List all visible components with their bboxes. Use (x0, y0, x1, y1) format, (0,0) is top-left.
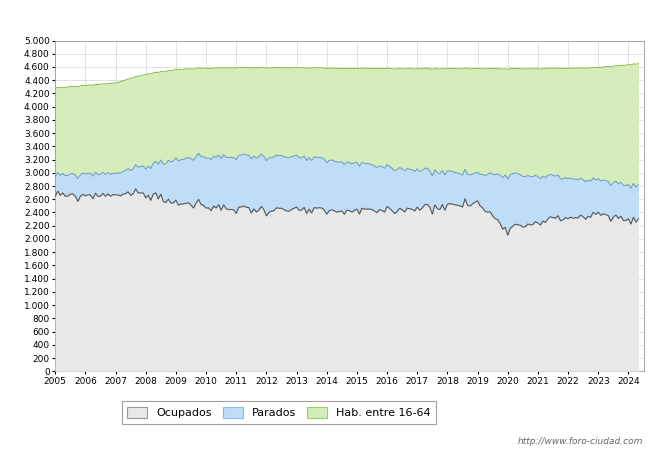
Text: http://www.foro-ciudad.com: http://www.foro-ciudad.com (518, 436, 644, 446)
Text: Montellano - Evolucion de la poblacion en edad de Trabajar Mayo de 2024: Montellano - Evolucion de la poblacion e… (93, 11, 557, 24)
Text: foro-ciudad.com: foro-ciudad.com (210, 225, 489, 253)
Legend: Ocupados, Parados, Hab. entre 16-64: Ocupados, Parados, Hab. entre 16-64 (122, 401, 436, 423)
